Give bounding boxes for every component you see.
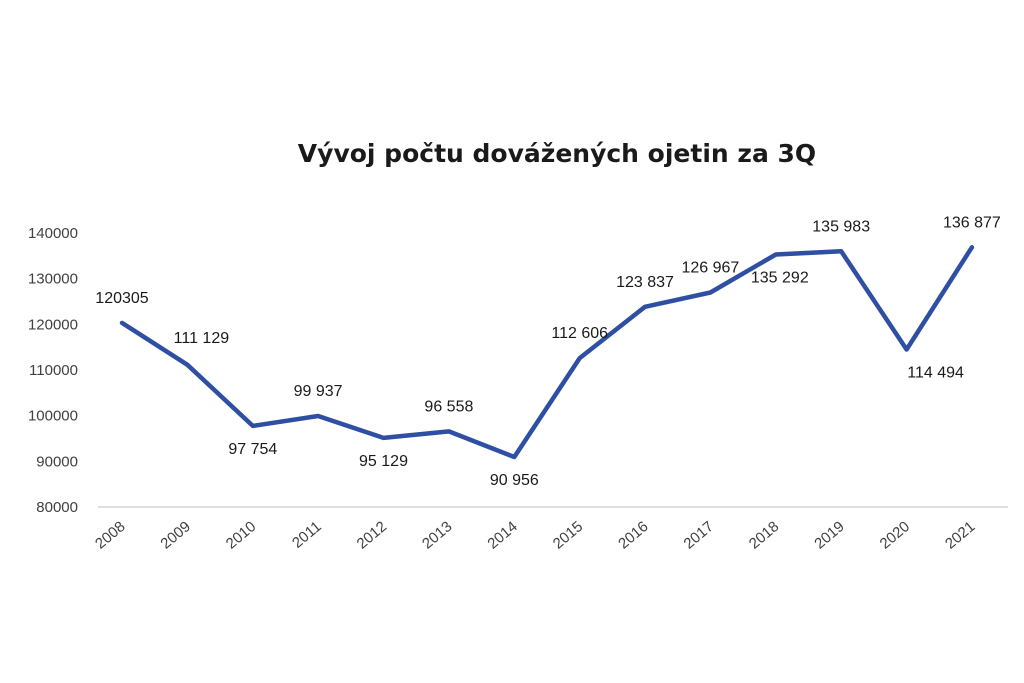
x-tick-label: 2010 [223,518,259,552]
x-tick-label: 2014 [484,518,520,552]
x-axis-ticks: 2008 2009 2010 2011 2012 2013 2014 2015 2016 2017… [92,518,978,552]
y-axis-ticks: 80000 90000 100000 110000 120000 130000 140000 [28,225,78,516]
x-tick-label: 2018 [746,518,782,552]
x-tick-label: 2017 [680,518,716,552]
x-tick-label: 2015 [550,518,586,552]
data-label: 135 983 [812,218,870,235]
x-tick-label: 2020 [877,518,913,552]
data-label: 136 877 [943,214,1001,231]
x-tick-label: 2016 [615,518,651,552]
y-tick-label: 90000 [36,453,78,470]
x-tick-label: 2019 [811,518,847,552]
data-label: 126 967 [681,260,739,277]
y-tick-label: 110000 [29,362,78,379]
data-label: 123 837 [616,274,674,291]
data-labels: 120305 111 129 97 754 99 937 95 129 96 558 90 … [95,214,1001,489]
y-tick-label: 100000 [28,408,78,425]
y-tick-label: 140000 [28,225,78,242]
data-label: 111 129 [174,330,230,347]
series-line [119,245,975,460]
data-label: 135 292 [751,270,809,287]
x-tick-label: 2013 [419,518,455,552]
x-tick-label: 2012 [354,518,390,552]
data-label: 97 754 [228,441,277,458]
x-tick-label: 2011 [289,518,325,552]
data-label: 95 129 [359,453,408,470]
y-tick-label: 80000 [36,499,78,516]
data-label: 90 956 [490,472,539,489]
x-tick-label: 2008 [92,518,128,552]
data-label: 99 937 [294,383,343,400]
chart-title: Vývoj počtu dovážených ojetin za 3Q [298,139,816,168]
data-label: 120305 [95,290,148,307]
data-label: 96 558 [424,398,473,415]
data-label: 112 606 [551,325,608,342]
y-tick-label: 120000 [28,316,78,333]
y-tick-label: 130000 [28,271,78,288]
x-tick-label: 2021 [942,518,978,552]
x-tick-label: 2009 [157,518,193,552]
data-label: 114 494 [907,365,964,382]
